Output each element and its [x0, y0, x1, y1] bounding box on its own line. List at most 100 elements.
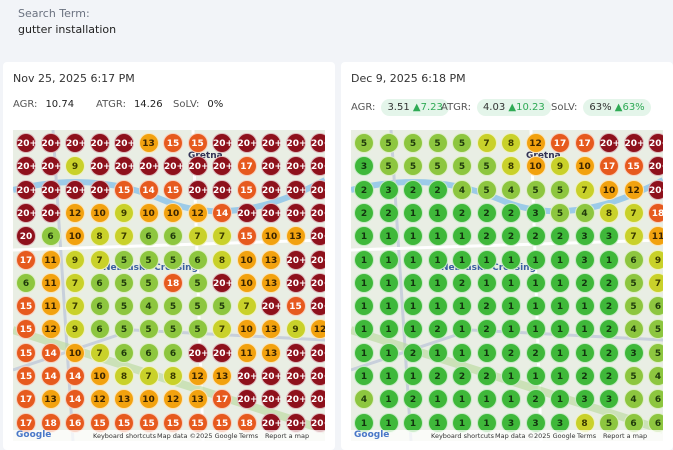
rank-cell: 7 [574, 179, 595, 200]
rank-cell: 2 [476, 366, 497, 386]
metric: AGR: 10.74 [13, 99, 74, 110]
rank-cell: 1 [427, 226, 448, 247]
rank-cell: 20+ [40, 156, 62, 177]
rank-cell: 2 [354, 202, 374, 223]
rank-cell: 12 [89, 389, 110, 410]
rank-cell: 20+ [285, 133, 307, 153]
rank-cell: 1 [354, 319, 374, 340]
rank-cell: 2 [525, 342, 546, 363]
change: 7.23 [420, 102, 443, 113]
rank-cell: 9 [648, 249, 663, 270]
rank-cell: 12 [187, 202, 208, 223]
rank-cell: 3 [525, 412, 546, 433]
rank-cell: 5 [138, 249, 159, 270]
metric: SoLV: 0% [173, 99, 223, 110]
rank-cell: 6 [138, 226, 159, 247]
rank-cell: 7 [212, 319, 232, 340]
rank-cell: 3 [623, 342, 644, 363]
rank-cell: 2 [599, 366, 619, 386]
rank-cell: 13 [187, 389, 208, 410]
rank-cell: 15 [212, 412, 232, 433]
rank-cell: 1 [403, 296, 423, 317]
rank-cell: 1 [378, 226, 399, 247]
rank-cell: 6 [163, 226, 183, 247]
rank-cell: 12 [163, 389, 183, 410]
metric-label: AGR: [13, 99, 38, 110]
rank-cell: 20+ [285, 342, 307, 363]
rank-cell: 20+ [89, 156, 111, 177]
rank-cell: 2 [476, 202, 497, 223]
rank-cell: 8 [163, 366, 183, 386]
rank-cell: 7 [65, 272, 85, 293]
rank-cell: 1 [550, 272, 570, 293]
rank-cell: 1 [501, 296, 521, 317]
rank-cell: 1 [378, 342, 399, 363]
rank-cell: 6 [16, 272, 36, 293]
rank-cell: 1 [354, 226, 374, 247]
value: 3.51 [387, 102, 410, 113]
rank-cell: 1 [427, 342, 448, 363]
rank-cell: 5 [378, 156, 399, 177]
rank-cell: 14 [212, 202, 232, 223]
rank-cell: 5 [525, 179, 546, 200]
rank-cell: 10 [89, 366, 110, 386]
rank-cell: 8 [114, 366, 134, 386]
rank-cell: 2 [501, 202, 521, 223]
terms: Terms [577, 432, 597, 440]
rank-cell: 2 [501, 226, 521, 247]
rank-cell: 2 [452, 272, 472, 293]
map-footer: Google Keyboard shortcuts Map data ©2025 G… [13, 430, 325, 441]
rank-cell: 1 [452, 342, 472, 363]
rank-cell: 14 [65, 389, 85, 410]
rank-cell: 11 [40, 249, 61, 270]
rank-cell: 20+ [648, 179, 663, 200]
rank-cell: 11 [236, 342, 257, 363]
rank-cell: 3 [599, 389, 619, 410]
rank-cell: 5 [163, 296, 183, 317]
rank-cell: 1 [574, 319, 595, 340]
rank-cell: 3 [574, 389, 595, 410]
rank-cell: 1 [550, 389, 570, 410]
rank-cell: 2 [354, 179, 374, 200]
rank-cell: 20+ [40, 202, 62, 223]
rank-cell: 17 [574, 133, 595, 153]
rank-cell: 20+ [285, 249, 307, 270]
report: Report a map error [603, 432, 648, 441]
rank-cell: 5 [378, 133, 399, 153]
rank-cell: 17 [212, 389, 232, 410]
rank-cell: 2 [599, 342, 619, 363]
rank-cell: 20+ [65, 179, 86, 200]
rank-cell: 12 [525, 133, 546, 153]
rank-cell: 13 [261, 272, 281, 293]
rank-cell: 20+ [261, 296, 282, 317]
rank-cell: 11 [40, 296, 61, 317]
rank-cell: 2 [574, 272, 595, 293]
rank-cell: 1 [452, 226, 472, 247]
metric-value: 14.26 [134, 99, 163, 110]
rank-cell: 5 [403, 133, 423, 153]
rank-cell: 20+ [89, 179, 111, 200]
rank-cell: 1 [403, 202, 423, 223]
rank-cell: 20+ [310, 226, 325, 247]
metric: SoLV: 63% ▲63% [551, 99, 651, 116]
rank-cell: 6 [138, 342, 159, 363]
search-header: Search Term: gutter installation [0, 0, 673, 56]
rank-cell: 9 [550, 156, 570, 177]
rank-cell: 7 [476, 133, 497, 153]
rank-cell: 15 [163, 412, 183, 433]
map: GretnaNebraska Crossing555557812171720+2… [351, 130, 663, 441]
map-label: Gretna [188, 151, 223, 161]
rank-cell: 1 [550, 249, 570, 270]
rank-cell: 1 [378, 366, 399, 386]
rank-cell: 20 [16, 226, 36, 247]
value: 63% [589, 102, 612, 113]
rank-cell: 20+ [40, 179, 62, 200]
rank-cell: 1 [476, 272, 497, 293]
rank-cell: 1 [452, 319, 472, 340]
rank-cell: 17 [16, 249, 36, 270]
rank-cell: 20+ [212, 179, 233, 200]
rank-cell: 5 [187, 319, 208, 340]
rank-cell: 17 [550, 133, 570, 153]
rank-cell: 20+ [212, 272, 233, 293]
